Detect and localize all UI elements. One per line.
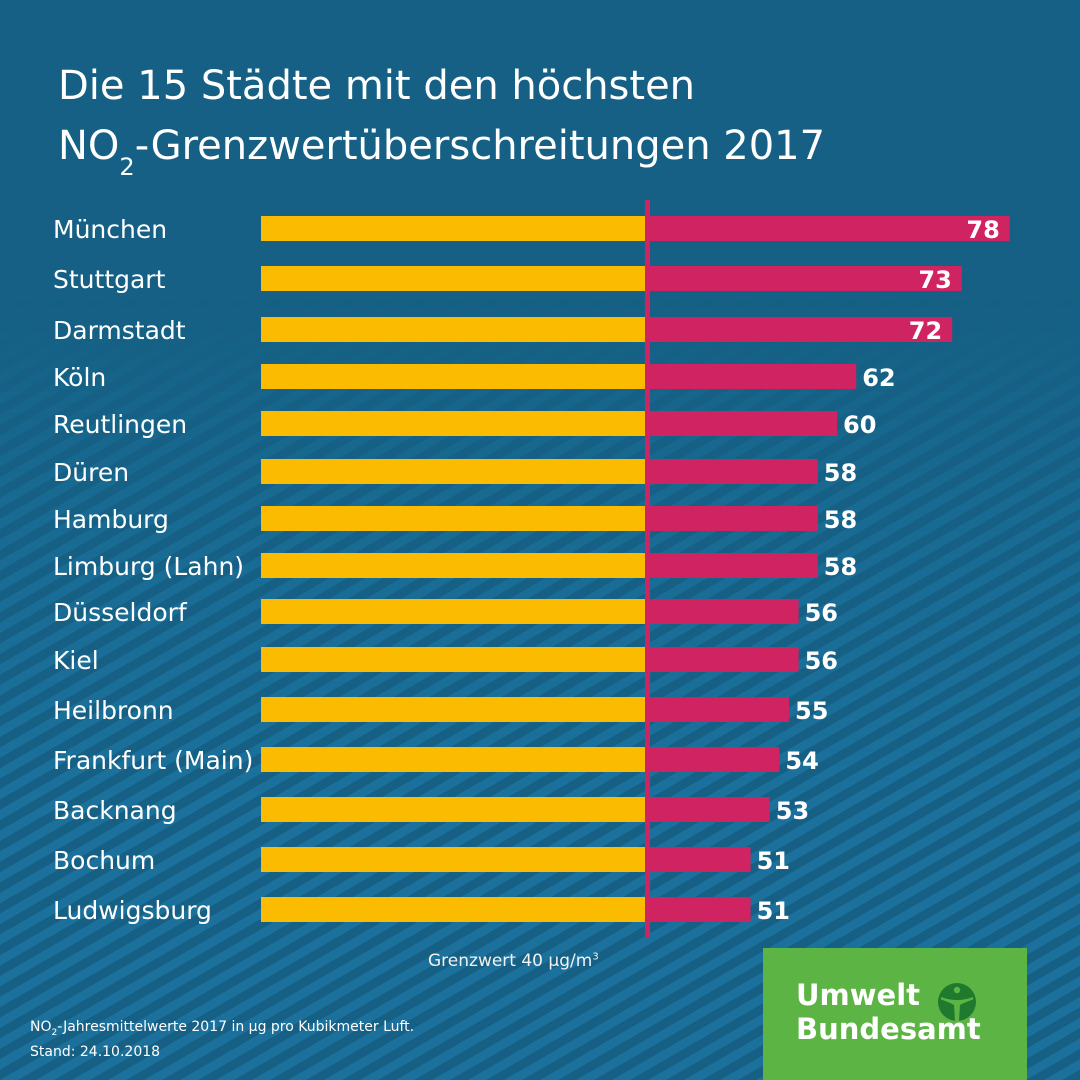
footnote-line-2: Stand: 24.10.2018 [30, 1044, 161, 1060]
title-no: NO [58, 123, 120, 169]
threshold-label-sup: 3 [592, 951, 599, 963]
bar-above-limit [645, 459, 818, 484]
value-label: 55 [795, 697, 828, 725]
value-label: 51 [757, 897, 790, 925]
city-label: Reutlingen [53, 410, 187, 439]
bar-below-limit [261, 647, 645, 672]
bar-above-limit [645, 697, 789, 722]
bar-below-limit [261, 216, 645, 241]
footnote-no: NO [30, 1019, 52, 1035]
logo-line-1: Umwelt [796, 978, 921, 1012]
bar-above-limit [645, 553, 818, 578]
bar-above-limit [645, 506, 818, 531]
bar-above-limit [645, 317, 953, 342]
value-label: 72 [909, 317, 942, 345]
bar-below-limit [261, 266, 645, 291]
value-label: 78 [966, 216, 999, 244]
footnote: NO2-Jahresmittelwerte 2017 in µg pro Kub… [30, 1016, 414, 1064]
value-label: 73 [918, 266, 951, 294]
bar-below-limit [261, 797, 645, 822]
value-label: 58 [824, 553, 857, 581]
title-line-2: NO2-Grenzwertüberschreitungen 2017 [58, 116, 825, 181]
bar-below-limit [261, 847, 645, 872]
bar-above-limit [645, 411, 837, 436]
value-label: 58 [824, 506, 857, 534]
title-suffix: -Grenzwertüberschreitungen 2017 [134, 123, 826, 169]
city-label: Kiel [53, 646, 99, 675]
value-label: 56 [805, 647, 838, 675]
city-label: Düsseldorf [53, 598, 188, 627]
bar-above-limit [645, 647, 799, 672]
value-label: 58 [824, 459, 857, 487]
title-line-1: Die 15 Städte mit den höchsten [58, 63, 696, 109]
city-label: Heilbronn [53, 696, 174, 725]
city-label: Limburg (Lahn) [53, 552, 244, 581]
bar-above-limit [645, 897, 751, 922]
bar-below-limit [261, 411, 645, 436]
title-subscript: 2 [119, 153, 135, 181]
city-label: Düren [53, 458, 129, 487]
footnote-suffix: -Jahresmittelwerte 2017 in µg pro Kubikm… [57, 1019, 415, 1035]
value-label: 54 [785, 747, 818, 775]
value-label: 56 [805, 599, 838, 627]
city-label: Backnang [53, 796, 177, 825]
bar-below-limit [261, 697, 645, 722]
bar-above-limit [645, 847, 751, 872]
city-label: Hamburg [53, 505, 169, 534]
bar-below-limit [261, 459, 645, 484]
bar-above-limit [645, 797, 770, 822]
bar-below-limit [261, 897, 645, 922]
bar-above-limit [645, 364, 857, 389]
city-label: Darmstadt [53, 316, 186, 345]
footnote-subscript: 2 [51, 1028, 58, 1038]
city-label: Frankfurt (Main) [53, 746, 253, 775]
threshold-label-text: Grenzwert 40 µg/m [428, 951, 593, 971]
value-label: 53 [776, 797, 809, 825]
value-label: 62 [862, 364, 895, 392]
umweltbundesamt-logo: Umwelt Bundesamt [763, 948, 1027, 1080]
bar-below-limit [261, 599, 645, 624]
city-label: Bochum [53, 846, 155, 875]
city-label: Stuttgart [53, 265, 166, 294]
bar-below-limit [261, 553, 645, 578]
bar-above-limit [645, 599, 799, 624]
bar-above-limit [645, 266, 962, 291]
city-label: München [53, 215, 167, 244]
bar-below-limit [261, 364, 645, 389]
bar-below-limit [261, 317, 645, 342]
value-label: 51 [757, 847, 790, 875]
threshold-line [645, 200, 650, 938]
bar-above-limit [645, 747, 780, 772]
chart-title: Die 15 Städte mit den höchsten NO2-Grenz… [58, 56, 825, 181]
bar-below-limit [261, 747, 645, 772]
bar-above-limit [645, 216, 1010, 241]
city-label: Köln [53, 363, 106, 392]
city-label: Ludwigsburg [53, 896, 212, 925]
bar-below-limit [261, 506, 645, 531]
threshold-label: Grenzwert 40 µg/m3 [428, 951, 599, 971]
umweltbundesamt-figure-icon [938, 983, 976, 1021]
footnote-line-1: NO2-Jahresmittelwerte 2017 in µg pro Kub… [30, 1016, 414, 1041]
value-label: 60 [843, 411, 876, 439]
